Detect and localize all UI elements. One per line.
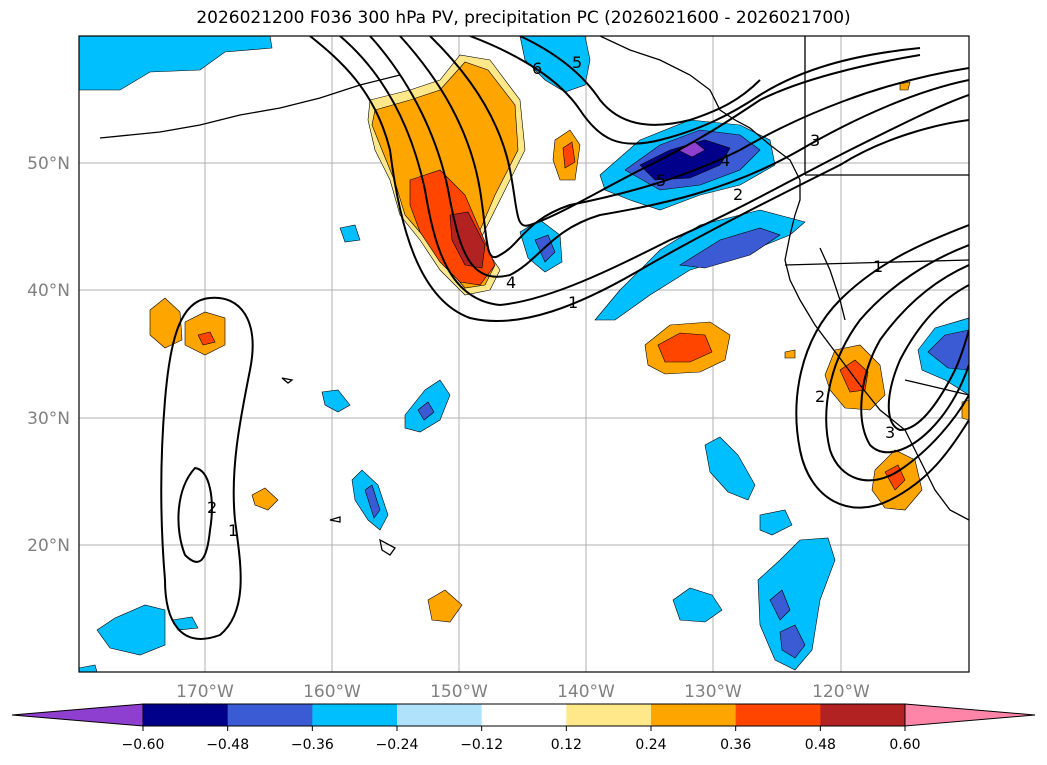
- coastlines: [99, 36, 969, 556]
- contour-label: 1: [873, 257, 883, 276]
- pv-contours: [160, 36, 969, 640]
- colorbar-tick-label: −0.36: [291, 737, 334, 753]
- colorbar-segment: [227, 704, 313, 726]
- contour-label: 5: [656, 171, 666, 190]
- colorbar-tick-label: −0.60: [122, 737, 165, 753]
- contour-label: 2: [207, 498, 217, 517]
- lon-label: 140°W: [557, 682, 615, 702]
- contour-label: 2: [733, 185, 743, 204]
- precip-shading: [79, 36, 969, 672]
- colorbar-extend-low: [11, 703, 144, 727]
- colorbar-tick-label: 0.24: [635, 737, 666, 753]
- colorbar-frame: [142, 703, 906, 727]
- contour-label: 5: [572, 53, 582, 72]
- colorbar-tick-label: 0.12: [551, 737, 582, 753]
- colorbar-segment: [397, 704, 483, 726]
- contour-labels: 6 5 5 4 4 3 2 1 2 1 1 2 3: [207, 53, 895, 540]
- colorbar-segment: [651, 704, 737, 726]
- lat-label: 40°N: [27, 281, 70, 301]
- map-title: 2026021200 F036 300 hPa PV, precipitatio…: [196, 8, 851, 28]
- contour-label: 4: [506, 273, 516, 292]
- plot-frame: [78, 35, 970, 673]
- colorbar: −0.60 −0.48 −0.36 −0.24 −0.12 0.12 0.24 0.36 0.4…: [11, 703, 1036, 753]
- lon-label: 150°W: [430, 682, 488, 702]
- colorbar-segment: [481, 704, 567, 726]
- colorbar-tick-label: −0.24: [376, 737, 419, 753]
- contour-label: 4: [720, 151, 730, 170]
- lat-labels: 50°N 40°N 30°N 20°N: [27, 154, 70, 556]
- colorbar-segment: [735, 704, 821, 726]
- contour-label: 2: [815, 387, 825, 406]
- colorbar-tick-label: 0.36: [720, 737, 751, 753]
- colorbar-segment: [143, 704, 229, 726]
- contour-label: 3: [885, 423, 895, 442]
- lon-label: 160°W: [303, 682, 361, 702]
- contour-label: 1: [228, 521, 238, 540]
- contour-label: 1: [568, 293, 578, 312]
- colorbar-tick-label: −0.48: [206, 737, 249, 753]
- colorbar-segment: [312, 704, 398, 726]
- lon-label: 170°W: [176, 682, 234, 702]
- colorbar-tick-label: 0.48: [805, 737, 836, 753]
- lat-label: 20°N: [27, 536, 70, 556]
- colorbar-tick-label: 0.60: [889, 737, 920, 753]
- lat-label: 50°N: [27, 154, 70, 174]
- lon-label: 120°W: [812, 682, 870, 702]
- lon-label: 130°W: [684, 682, 742, 702]
- contour-label: 6: [532, 59, 542, 78]
- colorbar-segment: [820, 704, 906, 726]
- contour-label: 3: [810, 131, 820, 150]
- colorbar-extend-high: [904, 703, 1036, 727]
- colorbar-segment: [566, 704, 652, 726]
- lat-label: 30°N: [27, 409, 70, 429]
- lon-labels: 170°W 160°W 150°W 140°W 130°W 120°W: [176, 682, 870, 702]
- colorbar-tick-label: −0.12: [460, 737, 503, 753]
